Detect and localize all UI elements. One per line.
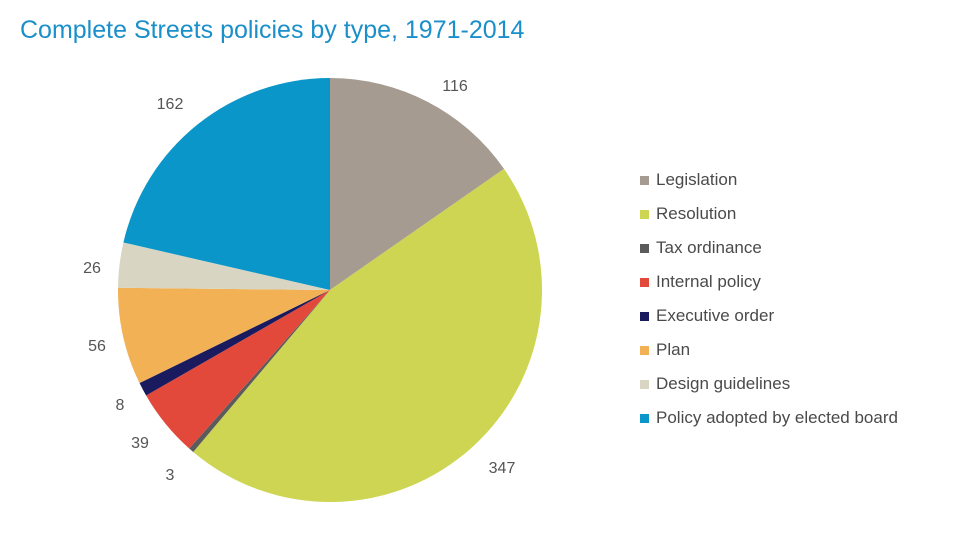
slice-value-label-policy-adopted-by-elected-board: 162 (157, 96, 184, 113)
legend-swatch (640, 277, 649, 287)
legend-label: Tax ordinance (656, 238, 762, 257)
legend-label: Resolution (656, 204, 737, 223)
legend-label: Internal policy (656, 272, 761, 291)
pie-slice-tax-ordinance (189, 290, 330, 452)
pie-slice-policy-adopted-by-elected-board (123, 78, 331, 290)
legend-swatch (640, 345, 649, 355)
legend-item-legislation: Legislation (640, 163, 898, 197)
legend-item-internal-policy: Internal policy (640, 265, 898, 299)
pie-slice-legislation (330, 78, 505, 290)
chart-title: Complete Streets policies by type, 1971-… (20, 16, 525, 44)
legend-item-plan: Plan (640, 333, 898, 367)
slice-value-label-tax-ordinance: 3 (166, 467, 175, 484)
legend-swatch (640, 413, 649, 423)
pie-slice-resolution (193, 168, 542, 503)
slice-value-label-resolution: 347 (489, 460, 516, 477)
pie-slice-plan (118, 287, 330, 384)
legend-item-tax-ordinance: Tax ordinance (640, 231, 898, 265)
legend-label: Legislation (656, 170, 738, 189)
chart-legend: Legislation Resolution Tax ordinance Intern… (640, 163, 898, 435)
pie-slice-design-guidelines (118, 242, 330, 290)
legend-swatch (640, 311, 649, 321)
slice-value-label-executive-order: 8 (116, 397, 125, 414)
legend-item-design-guidelines: Design guidelines (640, 367, 898, 401)
legend-label: Plan (656, 340, 691, 359)
legend-item-executive-order: Executive order (640, 299, 898, 333)
slice-value-label-legislation: 116 (442, 78, 468, 95)
legend-label: Policy adopted by elected board (656, 408, 898, 427)
pie-slice-executive-order (139, 290, 330, 396)
legend-label: Executive order (656, 306, 775, 325)
legend-swatch (640, 379, 649, 389)
pie-slice-internal-policy (146, 290, 330, 449)
legend-swatch (640, 209, 649, 219)
slice-value-label-plan: 56 (88, 338, 106, 355)
legend-item-policy-adopted-by-elected-board: Policy adopted by elected board (640, 401, 898, 435)
slice-value-label-design-guidelines: 26 (83, 260, 101, 277)
legend-item-resolution: Resolution (640, 197, 898, 231)
legend-swatch (640, 175, 649, 185)
legend-swatch (640, 243, 649, 253)
legend-label: Design guidelines (656, 374, 791, 393)
slice-value-label-internal-policy: 39 (131, 435, 149, 452)
